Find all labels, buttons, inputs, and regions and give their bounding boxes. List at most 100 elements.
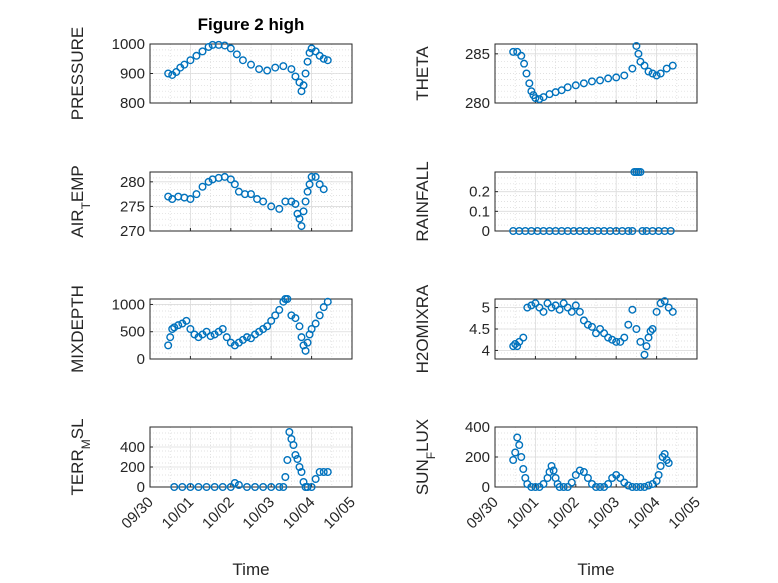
y-tick-label: 5: [482, 300, 490, 317]
data-point: [579, 468, 588, 477]
data-point: [620, 71, 629, 80]
y-tick-label: 1000: [112, 36, 145, 53]
data-point: [172, 68, 181, 77]
x-tick-label: 10/04: [280, 494, 319, 533]
y-tick-label: 0: [137, 479, 145, 496]
data-point: [307, 483, 316, 492]
data-point: [600, 329, 609, 338]
data-point: [638, 226, 647, 235]
data-point: [319, 185, 328, 194]
data-point: [624, 481, 633, 490]
data-point: [319, 54, 328, 63]
data-point: [567, 478, 576, 487]
y-tick-label: 280: [465, 95, 490, 112]
data-point: [539, 307, 548, 316]
subplot-7: 0 200 400 09/30 10/01 10/02 10/03 10/04 10/05 TER…: [68, 418, 359, 579]
x-tick-label: 10/02: [199, 494, 238, 533]
data-point: [656, 299, 665, 308]
data-point: [323, 297, 332, 306]
data-point: [170, 483, 179, 492]
data-point: [632, 41, 641, 50]
data-point: [517, 51, 526, 60]
data-point: [299, 478, 308, 487]
data-point: [644, 67, 653, 76]
data-point: [519, 333, 528, 342]
y-tick-label: 4: [482, 342, 490, 359]
y-axis-label: TERRMSL: [68, 418, 93, 495]
data-point: [267, 483, 276, 492]
data-point: [202, 483, 211, 492]
data-point: [652, 307, 661, 316]
data-point: [644, 481, 653, 490]
data-point: [170, 323, 179, 332]
data-point: [535, 303, 544, 312]
axes-frame: [494, 43, 698, 104]
data-point: [587, 322, 596, 331]
data-point: [511, 340, 520, 349]
y-axis-label: H2OMIXRA: [413, 284, 432, 373]
subplot-8: 0 200 400 09/30 10/01 10/02 10/03 10/04 10/05 SUN…: [413, 419, 704, 579]
data-point: [259, 483, 268, 492]
data-point: [668, 307, 677, 316]
x-tick-label: 10/02: [544, 494, 583, 533]
x-tick-label: 10/03: [239, 494, 278, 533]
data-point: [642, 342, 651, 351]
data-point: [648, 325, 657, 334]
x-tick-label: 10/05: [665, 494, 704, 533]
data-point: [575, 307, 584, 316]
data-point: [293, 455, 302, 464]
data-point: [204, 177, 213, 186]
y-tick-label: 0: [482, 223, 490, 240]
x-axis-label: Time: [577, 560, 614, 579]
data-point: [232, 50, 241, 59]
data-point: [299, 207, 308, 216]
subplot-1: 800 900 1000 PRESSURE Figure 2 high: [68, 15, 353, 120]
data-point: [648, 69, 657, 78]
data-point: [287, 197, 296, 206]
data-point: [571, 81, 580, 90]
data-point: [636, 167, 645, 176]
data-point: [285, 428, 294, 437]
data-point: [520, 59, 529, 68]
data-point: [297, 222, 306, 231]
data-point: [636, 57, 645, 66]
data-point: [291, 314, 300, 323]
data-point: [513, 342, 522, 351]
y-tick-label: 275: [120, 198, 145, 215]
data-point: [656, 462, 665, 471]
data-point: [226, 44, 235, 53]
data-point: [596, 325, 605, 334]
data-point: [315, 180, 324, 189]
data-point: [226, 175, 235, 184]
y-tick-label: 1000: [112, 296, 145, 313]
data-point: [303, 338, 312, 347]
data-point: [555, 305, 564, 314]
y-tick-label: 900: [120, 66, 145, 83]
data-point: [571, 301, 580, 310]
data-point: [166, 333, 175, 342]
data-point: [555, 483, 564, 492]
data-point: [513, 433, 522, 442]
data-point: [291, 199, 300, 208]
data-point: [596, 76, 605, 85]
x-tick-label: 10/01: [504, 494, 543, 533]
data-point: [640, 61, 649, 70]
data-point: [242, 483, 251, 492]
data-point: [549, 466, 558, 475]
data-point: [652, 71, 661, 80]
data-point: [511, 448, 520, 457]
data-point: [579, 316, 588, 325]
data-point: [523, 303, 532, 312]
data-point: [616, 474, 625, 483]
data-point: [323, 468, 332, 477]
y-tick-label: 400: [120, 439, 145, 456]
data-point: [246, 190, 255, 199]
data-point: [319, 303, 328, 312]
data-point: [620, 333, 629, 342]
data-point: [303, 483, 312, 492]
axes-frame: [149, 171, 353, 232]
data-point: [624, 320, 633, 329]
data-point: [206, 332, 215, 341]
data-point: [295, 463, 304, 472]
data-point: [666, 226, 675, 235]
